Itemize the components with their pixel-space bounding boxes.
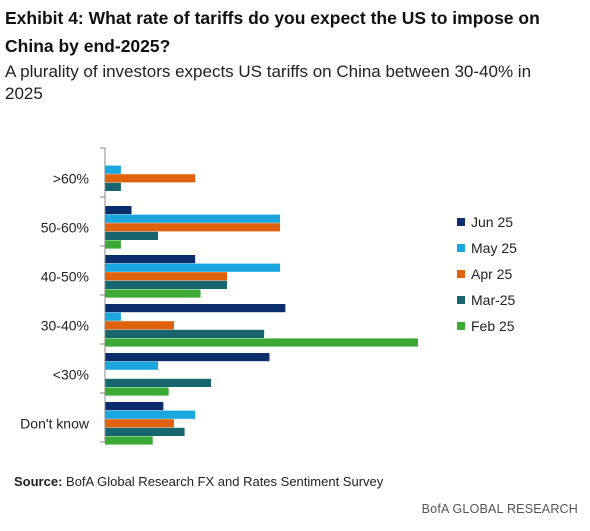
bar-mar-25-5 — [105, 427, 185, 436]
category-label: 30-40% — [41, 318, 89, 334]
source-text: BofA Global Research FX and Rates Sentim… — [66, 474, 384, 489]
legend-label-1: May 25 — [471, 240, 517, 256]
bar-mar-25-0 — [105, 182, 121, 191]
bar-chart: >60% 50-60% 40-50% 30-40% <30% Don't know Jun … — [20, 147, 517, 445]
bar-may-25-1 — [105, 214, 281, 223]
bar-jun-25-2 — [105, 255, 196, 264]
category-label: >60% — [53, 171, 89, 187]
bar-apr-25-3 — [105, 321, 174, 330]
bar-apr-25-5 — [105, 419, 174, 428]
chart-subtitle: A plurality of investors expects US tari… — [5, 62, 532, 103]
bar-feb-25-1 — [105, 240, 121, 249]
bar-mar-25-2 — [105, 280, 228, 289]
bar-apr-25-2 — [105, 272, 228, 281]
source-note: Source: BofA Global Research FX and Rate… — [14, 474, 383, 489]
bar-apr-25-1 — [105, 223, 281, 232]
legend-swatch-0 — [457, 218, 465, 226]
bar-may-25-2 — [105, 263, 281, 272]
bar-apr-25-0 — [105, 174, 196, 183]
bar-jun-25-4 — [105, 353, 270, 362]
legend-label-0: Jun 25 — [471, 214, 513, 230]
category-label: 40-50% — [41, 269, 89, 285]
category-label: Don't know — [20, 416, 90, 432]
bar-mar-25-4 — [105, 378, 212, 387]
legend-label-2: Apr 25 — [471, 266, 512, 282]
legend-swatch-2 — [457, 270, 465, 278]
legend-swatch-3 — [457, 296, 465, 304]
bar-mar-25-3 — [105, 329, 265, 338]
legend-label-4: Feb 25 — [471, 318, 515, 334]
legend-swatch-4 — [457, 322, 465, 330]
legend-swatch-1 — [457, 244, 465, 252]
bar-jun-25-3 — [105, 304, 286, 313]
bar-mar-25-1 — [105, 231, 159, 240]
bar-feb-25-3 — [105, 338, 418, 347]
category-label: <30% — [53, 367, 89, 383]
bar-feb-25-5 — [105, 436, 153, 445]
bar-feb-25-4 — [105, 387, 169, 396]
bar-may-25-3 — [105, 312, 121, 321]
bar-jun-25-5 — [105, 402, 164, 411]
category-label: 50-60% — [41, 220, 89, 236]
source-label: Source: — [14, 474, 63, 489]
bar-may-25-4 — [105, 361, 159, 370]
bar-feb-25-2 — [105, 289, 201, 298]
brand-footer: BofA GLOBAL RESEARCH — [421, 502, 578, 516]
bar-may-25-0 — [105, 165, 121, 174]
legend-label-3: Mar-25 — [471, 292, 516, 308]
bar-may-25-5 — [105, 410, 196, 419]
bar-jun-25-1 — [105, 206, 132, 215]
chart-title: Exhibit 4: What rate of tariffs do you e… — [5, 8, 540, 56]
